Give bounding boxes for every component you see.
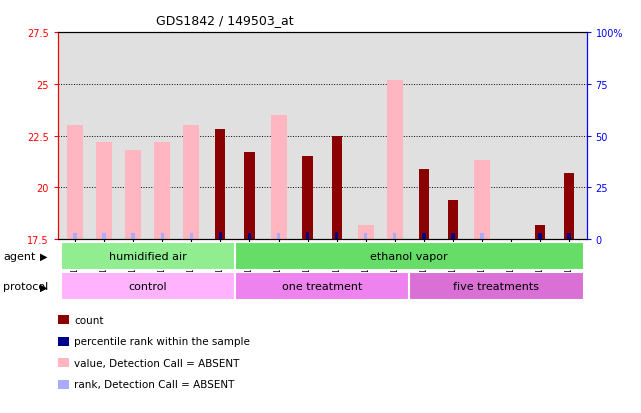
Bar — [335, 232, 338, 240]
Bar — [61, 242, 235, 271]
Bar — [73, 233, 77, 240]
Text: ethanol vapor: ethanol vapor — [370, 252, 448, 261]
Bar — [303, 157, 313, 240]
Text: humidified air: humidified air — [109, 252, 187, 261]
Bar — [271, 116, 287, 240]
Text: count: count — [74, 315, 104, 325]
Bar — [358, 225, 374, 240]
Bar — [67, 126, 83, 240]
Bar — [538, 233, 542, 240]
Bar — [480, 233, 484, 240]
Bar — [215, 130, 226, 240]
Bar — [277, 233, 280, 240]
Text: ▶: ▶ — [40, 282, 47, 292]
Bar — [125, 151, 141, 240]
Text: ▶: ▶ — [40, 252, 47, 261]
Bar — [235, 273, 409, 301]
Bar — [160, 233, 164, 240]
Bar — [154, 142, 171, 240]
Bar — [535, 225, 545, 240]
Bar — [235, 242, 583, 271]
Text: protocol: protocol — [3, 282, 49, 292]
Text: five treatments: five treatments — [453, 282, 540, 292]
Bar — [387, 81, 403, 240]
Text: rank, Detection Call = ABSENT: rank, Detection Call = ABSENT — [74, 380, 235, 389]
Text: one treatment: one treatment — [282, 282, 362, 292]
Bar — [190, 233, 193, 240]
Bar — [61, 273, 235, 301]
Bar — [451, 233, 454, 240]
Bar — [331, 136, 342, 240]
Bar — [364, 233, 367, 240]
Bar — [103, 233, 106, 240]
Bar — [219, 232, 222, 240]
Bar — [131, 233, 135, 240]
Text: GDS1842 / 149503_at: GDS1842 / 149503_at — [156, 14, 293, 27]
Bar — [409, 273, 583, 301]
Bar — [244, 153, 254, 240]
Text: percentile rank within the sample: percentile rank within the sample — [74, 337, 250, 347]
Text: agent: agent — [3, 252, 36, 261]
Bar — [564, 173, 574, 240]
Bar — [567, 233, 571, 240]
Bar — [96, 142, 112, 240]
Bar — [306, 232, 310, 240]
Bar — [474, 161, 490, 240]
Bar — [448, 200, 458, 240]
Text: control: control — [128, 282, 167, 292]
Bar — [393, 233, 397, 240]
Bar — [247, 233, 251, 240]
Text: value, Detection Call = ABSENT: value, Detection Call = ABSENT — [74, 358, 240, 368]
Bar — [183, 126, 199, 240]
Bar — [419, 169, 429, 240]
Bar — [422, 233, 426, 240]
